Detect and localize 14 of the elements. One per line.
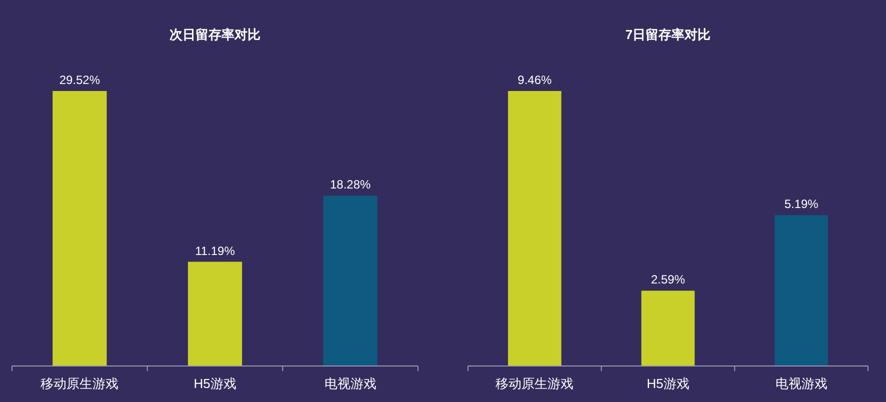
x-tick-label: 电视游戏 — [775, 376, 828, 391]
x-tick-label: 电视游戏 — [324, 376, 376, 391]
data-label: 29.52% — [59, 73, 100, 87]
data-label: 5.19% — [784, 197, 819, 212]
data-label: 2.59% — [650, 272, 686, 287]
chart-title: 7日留存率对比 — [625, 27, 711, 42]
data-label: 9.46% — [518, 73, 552, 87]
x-tick-label: 移动原生游戏 — [496, 376, 574, 391]
x-tick-label: H5游戏 — [194, 376, 236, 391]
data-label: 18.28% — [330, 178, 372, 192]
data-label: 11.19% — [195, 244, 236, 258]
x-tick-label: 移动原生游戏 — [40, 376, 119, 391]
x-tick-label: H5游戏 — [646, 376, 690, 391]
chart-title: 次日留存率对比 — [170, 27, 260, 42]
